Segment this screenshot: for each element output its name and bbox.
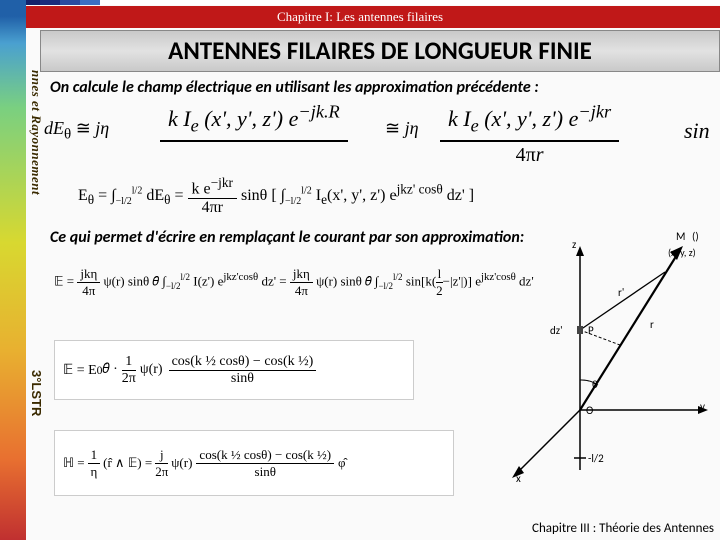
eq1-frac-a: k Ie (x', y', z') e−jk.R: [160, 102, 348, 142]
paragraph-1: On calcule le champ électrique en utilis…: [50, 78, 539, 97]
top-strip-seg: [80, 0, 100, 5]
label-theta: θ: [592, 378, 598, 391]
top-strip-seg: [60, 0, 80, 5]
label-Mq: (): [692, 230, 699, 243]
label-y: y: [700, 400, 705, 413]
label-dz: dz': [550, 324, 563, 337]
eq1-frac-b: k Ie (x', y', z') e−jkr 4πr: [440, 102, 619, 167]
eq1-left: dEθ ≅ jη: [44, 118, 109, 144]
eq5-box: ℍ = 1 η (r̂ ∧ 𝔼) = j 2π ψ(r) cos(k ½ cos…: [54, 430, 454, 496]
eq3: 𝔼 = jkη 4π ψ(r) sinθ 𝜃̂ ∫−l/2l/2 I(z') e…: [54, 266, 534, 299]
label-O: O: [586, 404, 593, 417]
eq1-mid: ≅ jη: [385, 118, 419, 139]
eq2: Eθ = ∫−l/2l/2 dEθ = k e−jkr 4πr sinθ [ ∫…: [78, 175, 474, 217]
label-P: P: [588, 324, 594, 337]
side-text-bottom: 3°LSTR: [24, 370, 44, 416]
label-z: z: [572, 238, 576, 251]
label-r: r: [650, 318, 654, 331]
footer-text: Chapitre III : Théorie des Antennes: [532, 521, 714, 536]
label-coords: (x, y, z): [668, 246, 696, 259]
antenna-diagram: M () (x, y, z) r θ r' P dz' z y x O -l/2: [510, 230, 710, 490]
chapter-bar: Chapitre I: Les antennes filaires: [0, 6, 720, 28]
label-rprime: r': [618, 286, 624, 299]
paragraph-2: Ce qui permet d'écrire en remplaçant le …: [50, 228, 524, 247]
slide-title: ANTENNES FILAIRES DE LONGUEUR FINIE: [40, 30, 720, 72]
eq1-tail: sin: [684, 118, 710, 144]
label-mhalf: -l/2: [588, 452, 604, 465]
top-strip: [0, 0, 720, 5]
label-M: M: [676, 230, 685, 243]
eq4-box: 𝔼 = E0𝜃̂ · 1 2π ψ(r) cos(k ½ cosθ) − cos…: [54, 340, 414, 400]
top-strip-seg: [100, 0, 620, 5]
label-x: x: [516, 472, 521, 485]
color-sidebar: [0, 0, 26, 540]
slide-root: nnes et Rayonnement 3°LSTR Chapitre I: L…: [0, 0, 720, 540]
top-strip-seg: [620, 0, 720, 5]
top-strip-seg: [40, 0, 60, 5]
side-text-top: nnes et Rayonnement: [24, 70, 44, 195]
